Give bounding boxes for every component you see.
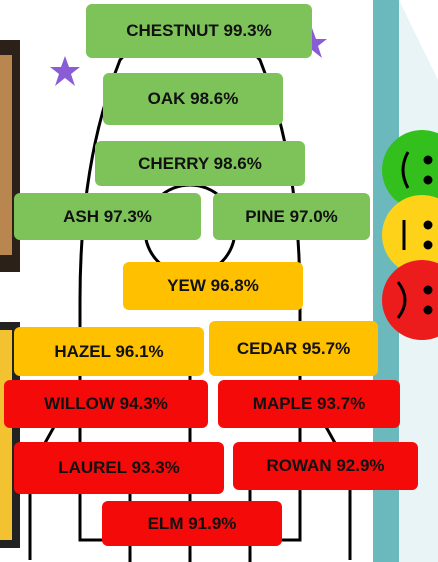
class-label: CHESTNUT 99.3% <box>86 4 312 58</box>
class-label: ELM 91.9% <box>102 501 282 546</box>
class-label: CEDAR 95.7% <box>209 321 378 376</box>
class-label: LAUREL 93.3% <box>14 442 224 494</box>
class-label: YEW 96.8% <box>123 262 303 310</box>
star <box>50 56 80 86</box>
class-label: WILLOW 94.3% <box>4 380 208 428</box>
wood-picture <box>0 55 12 255</box>
class-label: ASH 97.3% <box>14 193 201 240</box>
class-label: MAPLE 93.7% <box>218 380 400 428</box>
class-label: CHERRY 98.6% <box>95 141 305 186</box>
yellow-picture <box>0 330 12 540</box>
class-label: ROWAN 92.9% <box>233 442 418 490</box>
class-label: OAK 98.6% <box>103 73 283 125</box>
class-label: PINE 97.0% <box>213 193 370 240</box>
class-label: HAZEL 96.1% <box>14 327 204 376</box>
poster: CHESTNUT 99.3% OAK 98.6% CHERRY 98.6% ASH 9… <box>0 0 438 562</box>
